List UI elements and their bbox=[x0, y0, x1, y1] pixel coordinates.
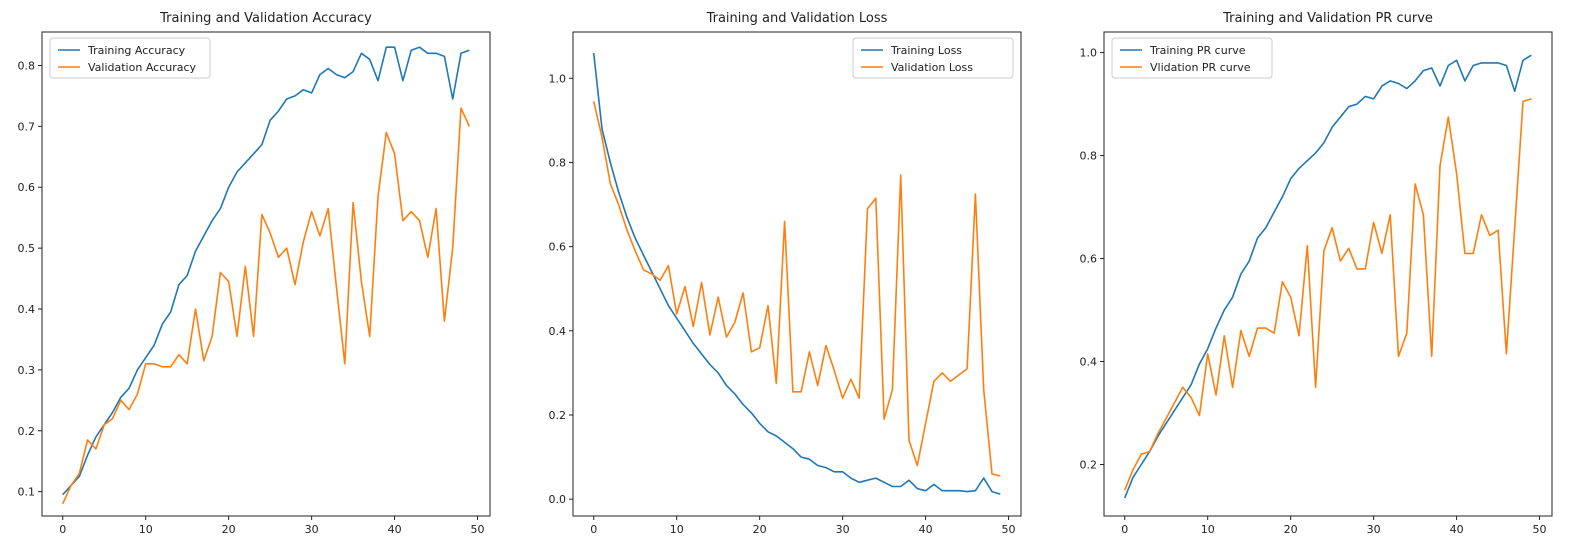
y-tick-label: 0.4 bbox=[549, 325, 567, 338]
y-tick-label: 0.8 bbox=[1080, 150, 1098, 163]
x-tick-label: 20 bbox=[222, 523, 236, 536]
x-tick-label: 20 bbox=[753, 523, 767, 536]
chart-2: Training and Validation Loss 0 10 20 30 40 50 0… bbox=[549, 11, 1022, 536]
legend: Training PR curve Vlidation PR curve bbox=[1111, 37, 1273, 79]
x-tick-label: 10 bbox=[1201, 523, 1215, 536]
x-tick-label: 0 bbox=[590, 523, 597, 536]
series-line-training bbox=[1123, 54, 1532, 499]
plot-frame bbox=[572, 31, 1022, 517]
legend-box bbox=[852, 37, 1014, 79]
legend-box bbox=[1111, 37, 1273, 79]
x-tick-label: 40 bbox=[1450, 523, 1464, 536]
x-tick-label: 30 bbox=[1367, 523, 1381, 536]
y-tick-label: 0.8 bbox=[18, 59, 36, 72]
legend-box bbox=[49, 37, 211, 79]
x-tick-label: 40 bbox=[388, 523, 402, 536]
x-tick-label: 10 bbox=[139, 523, 153, 536]
y-tick-label: 0.6 bbox=[549, 241, 567, 254]
chart-1: Training and Validation Accuracy 0 10 20 30 4… bbox=[18, 11, 491, 536]
legend-label: Training Loss bbox=[890, 44, 962, 57]
y-tick-label: 1.0 bbox=[549, 72, 567, 85]
x-tick-label: 50 bbox=[1533, 523, 1547, 536]
chart-title: Training and Validation Loss bbox=[706, 11, 888, 26]
series-line-validation bbox=[61, 107, 471, 505]
y-tick-label: 0.1 bbox=[18, 486, 36, 499]
y-tick-label: 0.6 bbox=[1080, 253, 1098, 266]
chart-title: Training and Validation Accuracy bbox=[159, 11, 372, 26]
x-tick-label: 20 bbox=[1284, 523, 1298, 536]
x-tick-label: 10 bbox=[670, 523, 684, 536]
series-line-validation bbox=[592, 101, 1001, 477]
series-line-training bbox=[62, 46, 470, 496]
y-tick-label: 0.4 bbox=[18, 303, 36, 316]
legend-label: Validation Accuracy bbox=[88, 61, 197, 74]
x-tick-label: 0 bbox=[1121, 523, 1128, 536]
x-tick-label: 0 bbox=[59, 523, 66, 536]
legend-label: Training Accuracy bbox=[87, 44, 186, 57]
y-tick-label: 0.7 bbox=[18, 120, 36, 133]
legend-label: Validation Loss bbox=[891, 61, 973, 74]
chart-title: Training and Validation PR curve bbox=[1222, 11, 1433, 26]
y-tick-label: 0.0 bbox=[549, 493, 567, 506]
y-tick-label: 0.4 bbox=[1080, 356, 1098, 369]
x-tick-label: 30 bbox=[836, 523, 850, 536]
series-line-training bbox=[592, 52, 1001, 495]
y-tick-label: 0.3 bbox=[18, 364, 36, 377]
legend: Training Accuracy Validation Accuracy bbox=[49, 37, 211, 79]
y-tick-label: 0.8 bbox=[549, 156, 567, 169]
x-tick-label: 50 bbox=[1002, 523, 1016, 536]
y-tick-label: 1.0 bbox=[1080, 47, 1098, 60]
x-tick-label: 50 bbox=[471, 523, 485, 536]
x-tick-label: 40 bbox=[919, 523, 933, 536]
plot-frame bbox=[41, 31, 491, 517]
legend-label: Vlidation PR curve bbox=[1150, 61, 1251, 74]
series-line-validation bbox=[1123, 98, 1532, 491]
plot-frame bbox=[1103, 31, 1553, 517]
chart-3: Training and Validation PR curve 0 10 20 30 4… bbox=[1080, 11, 1553, 536]
legend-label: Training PR curve bbox=[1149, 44, 1246, 57]
y-tick-label: 0.5 bbox=[18, 242, 36, 255]
x-tick-label: 30 bbox=[305, 523, 319, 536]
y-tick-label: 0.2 bbox=[1080, 459, 1098, 472]
legend: Training Loss Validation Loss bbox=[852, 37, 1014, 79]
y-tick-label: 0.6 bbox=[18, 181, 36, 194]
y-tick-label: 0.2 bbox=[549, 409, 567, 422]
y-tick-label: 0.2 bbox=[18, 425, 36, 438]
